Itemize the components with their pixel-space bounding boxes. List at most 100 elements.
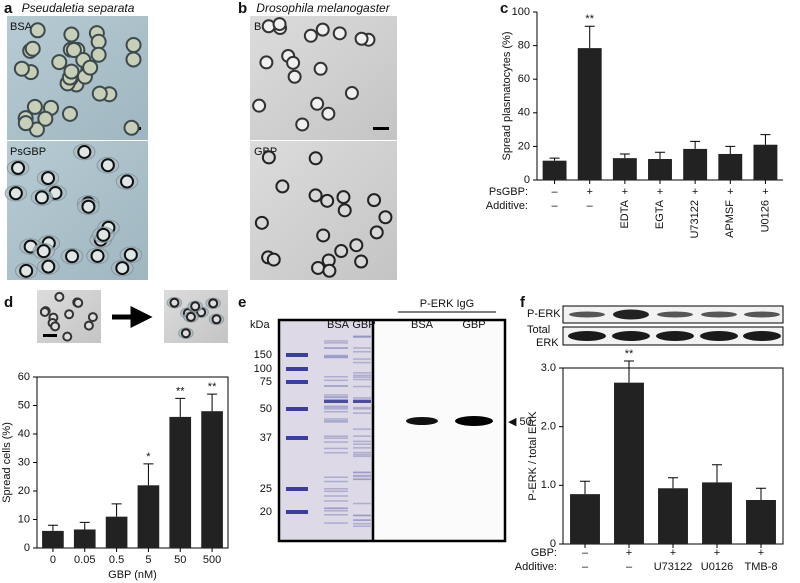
lane-band bbox=[324, 418, 348, 420]
cell bbox=[303, 28, 318, 43]
lane-band bbox=[353, 522, 371, 525]
cell bbox=[367, 193, 382, 208]
error-bar bbox=[619, 153, 630, 159]
bar bbox=[718, 153, 743, 180]
y-tick-label: 0 bbox=[550, 538, 556, 550]
band bbox=[701, 311, 737, 318]
cell bbox=[125, 37, 142, 54]
cell bbox=[369, 225, 384, 240]
bar bbox=[648, 159, 672, 180]
cell bbox=[61, 105, 78, 122]
error-bar bbox=[655, 151, 665, 159]
cell bbox=[100, 158, 115, 173]
lane-band bbox=[353, 453, 371, 456]
cell bbox=[308, 188, 323, 203]
row-label: Additive: bbox=[486, 200, 528, 212]
lane-band bbox=[324, 447, 348, 450]
cell bbox=[287, 69, 302, 84]
cell bbox=[54, 291, 65, 302]
error-bar bbox=[580, 480, 590, 495]
row-label: Additive: bbox=[515, 561, 557, 573]
cell bbox=[185, 311, 196, 322]
panel-letter: d bbox=[4, 294, 13, 311]
annotation: ** bbox=[625, 348, 634, 360]
cell bbox=[39, 306, 50, 317]
error-bar bbox=[668, 477, 678, 489]
x-axis-label: GBP (nM) bbox=[108, 569, 157, 581]
cell bbox=[51, 54, 68, 71]
row-label: PsGBP: bbox=[489, 186, 528, 198]
x-tick-label: + bbox=[762, 186, 768, 198]
error-bar bbox=[584, 25, 595, 49]
cell bbox=[332, 26, 347, 41]
x-tick-label: EDTA bbox=[619, 199, 631, 228]
bar bbox=[577, 48, 602, 181]
band bbox=[406, 417, 438, 425]
bar bbox=[73, 529, 96, 548]
scale-bar bbox=[373, 127, 389, 130]
lane-band bbox=[324, 354, 348, 357]
cell bbox=[87, 312, 98, 323]
cell bbox=[337, 203, 352, 218]
bar bbox=[753, 144, 778, 180]
ladder-band bbox=[286, 353, 308, 357]
scale-bar bbox=[43, 334, 57, 337]
y-tick-label: 10 bbox=[18, 513, 30, 525]
lane-band bbox=[324, 490, 348, 493]
cell bbox=[90, 46, 107, 63]
lane-band bbox=[324, 437, 348, 439]
y-tick-label: 40 bbox=[518, 107, 530, 119]
panel-title: Pseudaletia separata bbox=[22, 1, 135, 15]
lane-band bbox=[353, 397, 371, 399]
lane-band bbox=[353, 435, 371, 437]
x-tick-label: + bbox=[670, 547, 676, 559]
lane-band bbox=[324, 347, 348, 349]
ladder-band bbox=[286, 407, 308, 411]
bar bbox=[105, 516, 128, 548]
x-tick-label: + bbox=[586, 186, 592, 198]
lane-band bbox=[353, 428, 371, 430]
bar bbox=[169, 416, 192, 548]
lane-band bbox=[353, 400, 371, 403]
cell bbox=[64, 309, 75, 320]
y-tick-label: 40 bbox=[18, 428, 30, 440]
cell bbox=[275, 179, 290, 194]
lane-band bbox=[353, 350, 371, 353]
bar bbox=[612, 158, 637, 180]
cell bbox=[77, 144, 92, 159]
lane-band bbox=[353, 378, 371, 381]
x-tick-label: U73122 bbox=[689, 200, 701, 239]
blot-label: ERK bbox=[536, 337, 559, 349]
cell bbox=[90, 33, 107, 50]
marker-label: 50 bbox=[260, 403, 272, 415]
cell bbox=[316, 228, 331, 243]
lane-band bbox=[324, 379, 348, 382]
bar bbox=[137, 485, 160, 548]
cell bbox=[36, 244, 51, 259]
cell bbox=[91, 85, 108, 102]
x-tick-label: + bbox=[626, 547, 632, 559]
y-axis-label: Spread cells (%) bbox=[1, 422, 13, 503]
lane-band bbox=[353, 443, 371, 445]
lane-band bbox=[324, 488, 348, 490]
arrow bbox=[112, 305, 153, 329]
cell bbox=[41, 171, 56, 186]
x-tick-label: + bbox=[758, 547, 764, 559]
y-tick-label: 50 bbox=[18, 399, 30, 411]
cell bbox=[26, 98, 43, 115]
annotation: ** bbox=[208, 381, 217, 393]
x-tick-label: – bbox=[582, 547, 589, 559]
cell bbox=[180, 328, 191, 339]
error-bar bbox=[756, 487, 766, 500]
error-bar bbox=[111, 503, 122, 517]
cell bbox=[83, 320, 94, 331]
x-tick-label: – bbox=[552, 186, 559, 198]
gel-bands bbox=[286, 335, 371, 527]
x-tick-label: 0 bbox=[50, 554, 56, 566]
band-label: ◀ 50 bbox=[508, 416, 532, 428]
y-tick-label: 0 bbox=[524, 174, 530, 186]
x-tick-label: U0126 bbox=[701, 561, 733, 573]
blot-bands bbox=[568, 309, 781, 341]
ladder-band bbox=[286, 510, 308, 514]
